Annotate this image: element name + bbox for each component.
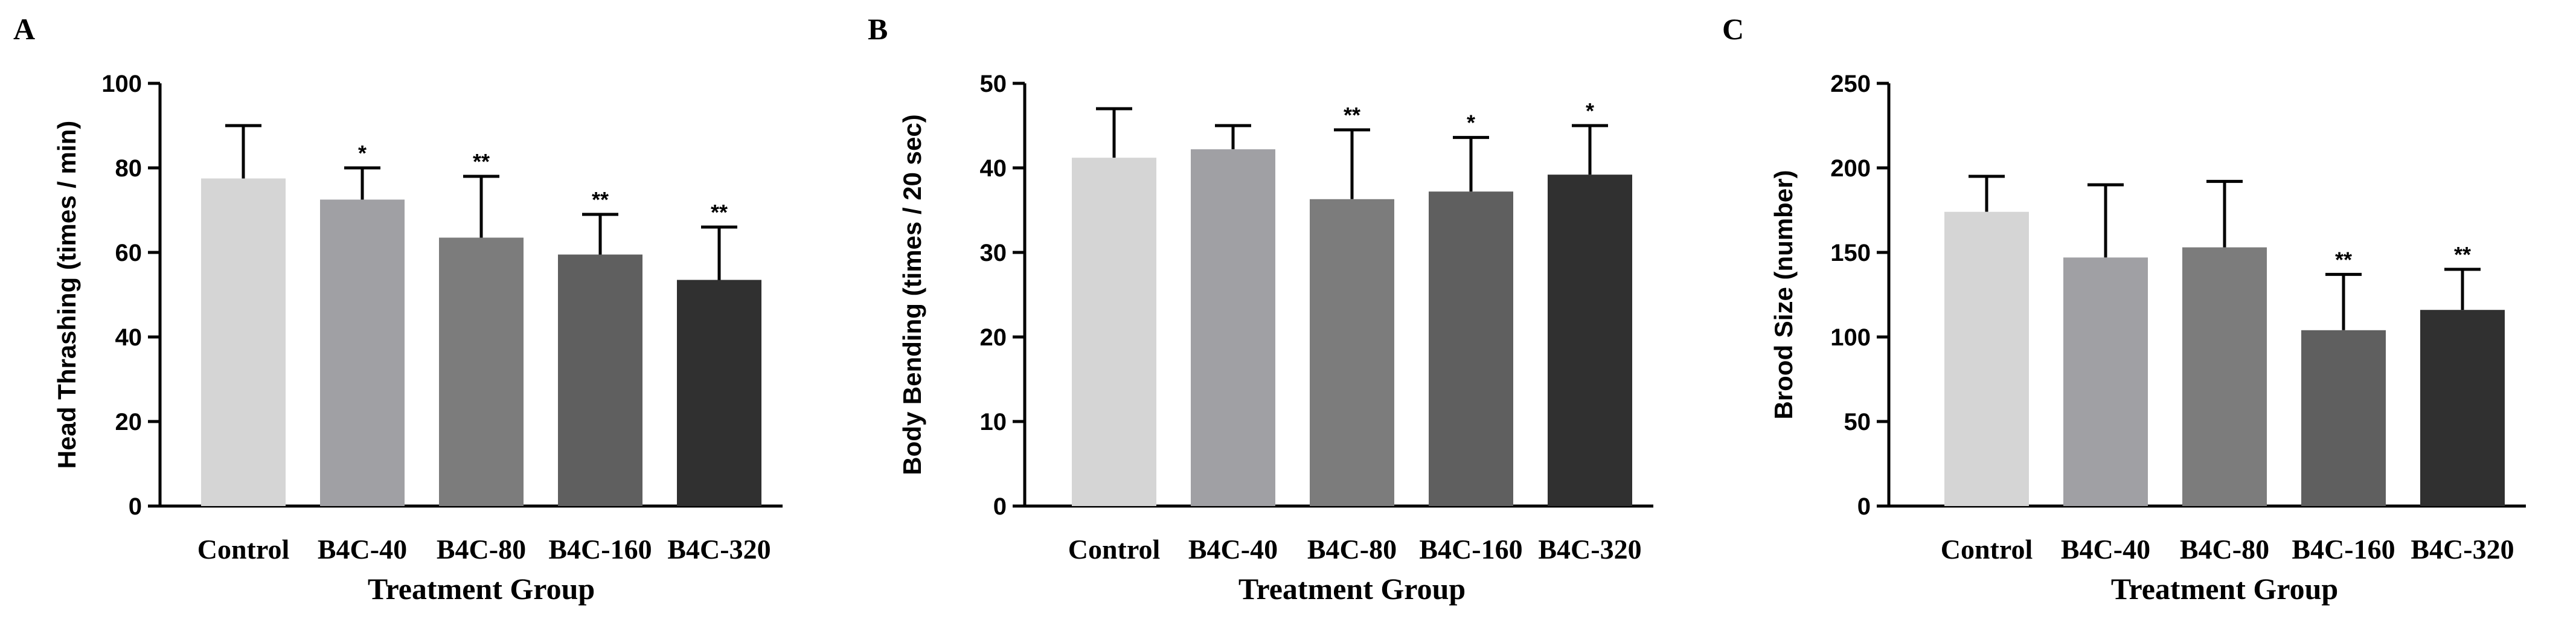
panel-a-significance-mark: ** — [711, 200, 728, 225]
panel-a-significance-mark: ** — [473, 149, 490, 174]
panel-c-y-tick-label: 50 — [1844, 409, 1871, 435]
panel-c-bar-b4c-40 — [2063, 257, 2148, 506]
panel-a-y-axis-title: Head Thrashing (times / min) — [53, 121, 81, 469]
panel-a-category-label: B4C-40 — [318, 534, 407, 565]
panel-b-significance-mark: ** — [1344, 103, 1360, 127]
panel-b-bar-control — [1072, 158, 1156, 506]
panel-b-x-axis-title: Treatment Group — [1238, 572, 1466, 606]
panel-b-significance-mark: * — [1467, 111, 1475, 135]
panel-a-category-label: B4C-320 — [667, 534, 771, 565]
panel-a-x-axis-title: Treatment Group — [368, 572, 595, 606]
panel-b-bar-b4c-160 — [1429, 191, 1513, 506]
panel-b-bar-b4c-40 — [1191, 149, 1275, 506]
panel-a-y-tick-label: 20 — [115, 409, 143, 435]
panel-c-bar-b4c-80 — [2182, 247, 2267, 506]
panel-b-category-label: Control — [1068, 534, 1161, 565]
panel-a-bar-control — [201, 178, 286, 506]
panel-c-y-tick-label: 100 — [1830, 324, 1871, 351]
panel-c-letter: C — [1722, 12, 1744, 46]
panel-a-y-tick-label: 60 — [115, 240, 143, 266]
panel-b-letter: B — [868, 12, 888, 46]
panel-a-category-label: B4C-80 — [437, 534, 526, 565]
panel-c-category-label: B4C-160 — [2292, 534, 2395, 565]
panel-a-y-tick-label: 0 — [129, 493, 142, 520]
panel-c-category-label: B4C-320 — [2411, 534, 2514, 565]
panel-b-category-label: B4C-160 — [1419, 534, 1522, 565]
panel-a-bar-b4c-160 — [558, 254, 642, 506]
panel-c-bar-control — [1944, 211, 2029, 506]
panel-c-category-label: B4C-80 — [2180, 534, 2269, 565]
panel-c-category-label: Control — [1941, 534, 2033, 565]
panel-b-category-label: B4C-320 — [1538, 534, 1641, 565]
panel-c-category-label: B4C-40 — [2061, 534, 2150, 565]
panel-c-y-tick-label: 250 — [1830, 71, 1871, 97]
panel-c-bar-b4c-160 — [2301, 330, 2386, 506]
panel-a-category-label: Control — [197, 534, 290, 565]
panel-b-bar-b4c-320 — [1548, 175, 1632, 506]
panel-b-bar-b4c-80 — [1310, 199, 1394, 506]
panel-a-letter: A — [13, 12, 35, 46]
panel-b-y-tick-label: 20 — [980, 324, 1007, 351]
panel-a-y-tick-label: 40 — [115, 324, 143, 351]
panel-c-y-tick-label: 150 — [1830, 240, 1871, 266]
panel-b-y-tick-label: 40 — [980, 155, 1007, 182]
panel-a-bar-b4c-320 — [677, 280, 761, 506]
panel-b-significance-mark: * — [1586, 98, 1594, 123]
panel-c-y-axis-title: Brood Size (number) — [1769, 170, 1798, 419]
panel-c-significance-mark: ** — [2454, 242, 2471, 267]
panel-c-significance-mark: ** — [2335, 247, 2352, 272]
panel-b-category-label: B4C-80 — [1307, 534, 1397, 565]
panel-c-x-axis-title: Treatment Group — [2111, 572, 2338, 606]
panel-a-category-label: B4C-160 — [548, 534, 652, 565]
panel-c-bar-b4c-320 — [2420, 310, 2505, 506]
panel-a-y-tick-label: 80 — [115, 155, 143, 182]
panel-b-category-label: B4C-40 — [1188, 534, 1278, 565]
panel-c-y-tick-label: 200 — [1830, 155, 1871, 182]
panel-b-y-tick-label: 0 — [993, 493, 1007, 520]
panel-c-y-tick-label: 0 — [1857, 493, 1871, 520]
panel-b-y-tick-label: 50 — [980, 71, 1007, 97]
panel-a-bar-b4c-80 — [439, 237, 524, 506]
panel-a-significance-mark: * — [358, 141, 367, 165]
panel-a-significance-mark: ** — [592, 187, 609, 212]
panel-b-y-axis-title: Body Bending (times / 20 sec) — [898, 114, 926, 475]
panel-a-bar-b4c-40 — [320, 199, 405, 506]
panel-a-y-tick-label: 100 — [101, 71, 142, 97]
panel-b-y-tick-label: 30 — [980, 240, 1007, 266]
panel-b-y-tick-label: 10 — [980, 409, 1007, 435]
